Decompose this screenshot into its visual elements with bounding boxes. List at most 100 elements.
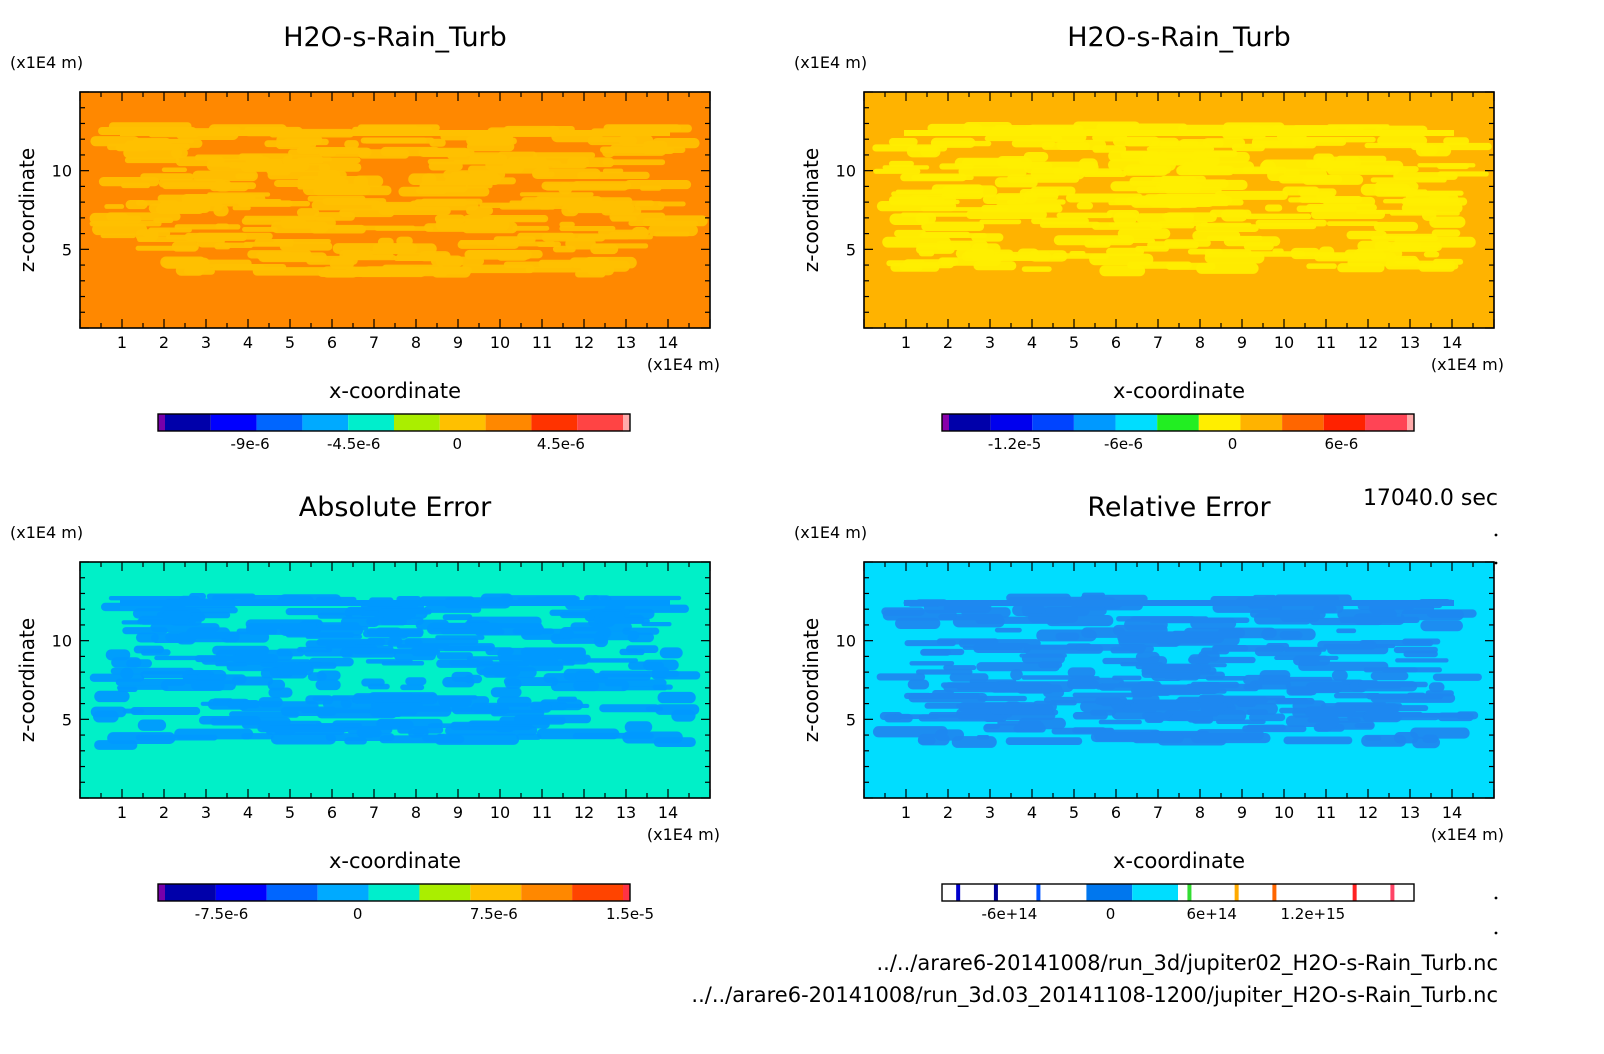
- field-streak: [1410, 142, 1492, 151]
- field-streak: [1261, 628, 1316, 641]
- field-streak: [519, 192, 594, 197]
- field-streak: [490, 709, 545, 717]
- colorbar-swatch: [1407, 884, 1414, 901]
- field-streak: [901, 212, 969, 217]
- field-streak: [313, 179, 349, 185]
- field-streak: [391, 246, 411, 252]
- field-streak: [1056, 212, 1113, 219]
- colorbar: -1.2e-5 -6e-6 0 6e-6: [941, 413, 1415, 453]
- field-streak: [1005, 737, 1083, 746]
- field-streak: [513, 714, 592, 724]
- field-streak: [949, 673, 989, 682]
- colorbar-frame: [157, 883, 631, 902]
- x-tick-label: 12: [1358, 333, 1378, 352]
- colorbar-swatch: [1132, 884, 1178, 901]
- colorbar-tick-label: -9e-6: [231, 435, 270, 453]
- field-streak: [1038, 661, 1063, 669]
- x-axis: 1 2 3 4 5 6 7 8 9 10 11 12 13 14(x1E4 m)x-coordinate: [863, 92, 1504, 403]
- field-streak: [1204, 251, 1265, 264]
- field-streak: [174, 224, 241, 230]
- field-streak: [939, 257, 959, 267]
- field-streak: [940, 682, 1000, 688]
- field-streak: [176, 632, 197, 645]
- chart-title: Absolute Error: [299, 492, 492, 523]
- colorbar-tick-label: 4.5e-6: [537, 435, 585, 453]
- field-streak: [1283, 736, 1353, 745]
- field-streak: [1370, 671, 1409, 681]
- field-streak: [1124, 618, 1168, 631]
- field-streak: [1176, 165, 1233, 176]
- x-tick-label: 14: [658, 803, 678, 822]
- field-streak: [572, 181, 632, 190]
- colorbar-swatch: [1315, 884, 1362, 901]
- field-streak: [135, 229, 159, 242]
- field-streak: [1339, 616, 1420, 623]
- field-streak: [895, 617, 941, 629]
- colorbar-swatch: [317, 884, 369, 901]
- field-streak: [1381, 667, 1418, 673]
- field-streak: [265, 725, 345, 735]
- field-streak: [393, 650, 437, 661]
- field-streak: [889, 197, 957, 206]
- field-streak: [943, 605, 990, 612]
- field-streak: [1336, 704, 1356, 714]
- field-streak: [550, 681, 600, 692]
- colorbar-swatch: [1178, 884, 1224, 901]
- field-streak: [120, 130, 670, 136]
- field-streak: [1187, 248, 1223, 255]
- y-axis: 5 10 z-coordinate: [799, 561, 1494, 799]
- field-streak: [466, 206, 494, 216]
- field-streak: [1313, 604, 1337, 614]
- x-tick-label: 8: [411, 803, 421, 822]
- field-streak: [628, 220, 699, 226]
- field-streak: [124, 157, 180, 164]
- field-streak: [504, 678, 522, 690]
- x-tick-label: 13: [616, 803, 636, 822]
- field-streak: [1202, 138, 1246, 148]
- field-streak: [121, 620, 149, 625]
- x-tick-label: 10: [1274, 803, 1294, 822]
- field-streak: [1264, 204, 1283, 212]
- field-streak: [1195, 729, 1264, 741]
- field-streak: [1410, 727, 1470, 739]
- field-streak: [285, 608, 366, 616]
- field-streak: [1041, 142, 1090, 150]
- field-streak: [1222, 122, 1285, 133]
- field-streak: [994, 627, 1022, 633]
- field-streak: [237, 194, 266, 203]
- chart-title: Relative Error: [1087, 492, 1271, 523]
- y-tick-label: 5: [846, 710, 856, 729]
- x-tick-label: 13: [616, 333, 636, 352]
- field-streak: [430, 622, 471, 629]
- colorbar-swatch: [256, 414, 303, 431]
- x-tick-label: 3: [985, 333, 995, 352]
- field-streak: [592, 243, 649, 249]
- field-streak: [921, 221, 985, 231]
- field-streak: [1098, 683, 1163, 691]
- y-tick-label: 10: [52, 162, 72, 181]
- field-streak: [1290, 247, 1321, 260]
- field-streak: [1431, 229, 1461, 237]
- chart-panel-3: Absolute Error(x1E4 m)1 2 3 4 5 6 7 8 9 10 11 12 13 1…: [10, 492, 720, 923]
- field-streak: [1157, 665, 1203, 671]
- x-tick-label: 12: [574, 333, 594, 352]
- field-streak: [1358, 681, 1428, 688]
- field-streak: [104, 204, 125, 209]
- x-tick-label: 7: [1153, 333, 1163, 352]
- field-pattern: [872, 121, 1492, 277]
- x-axis-label: x-coordinate: [329, 379, 461, 403]
- field-streak: [873, 168, 921, 174]
- colorbar-tick-label: -1.2e-5: [988, 435, 1041, 453]
- field-streak: [1067, 667, 1096, 678]
- colorbar-swatch: [1157, 414, 1199, 431]
- field-streak: [174, 728, 254, 740]
- field-streak: [277, 664, 314, 676]
- colorbar-swatch: [215, 884, 267, 901]
- field-streak: [1359, 639, 1434, 647]
- y-axis-label: z-coordinate: [799, 148, 823, 272]
- field-streak: [935, 240, 989, 251]
- colorbar-swatch: [158, 884, 165, 901]
- field-streak: [584, 658, 638, 663]
- x-tick-label: 7: [369, 333, 379, 352]
- field-streak: [1317, 640, 1377, 650]
